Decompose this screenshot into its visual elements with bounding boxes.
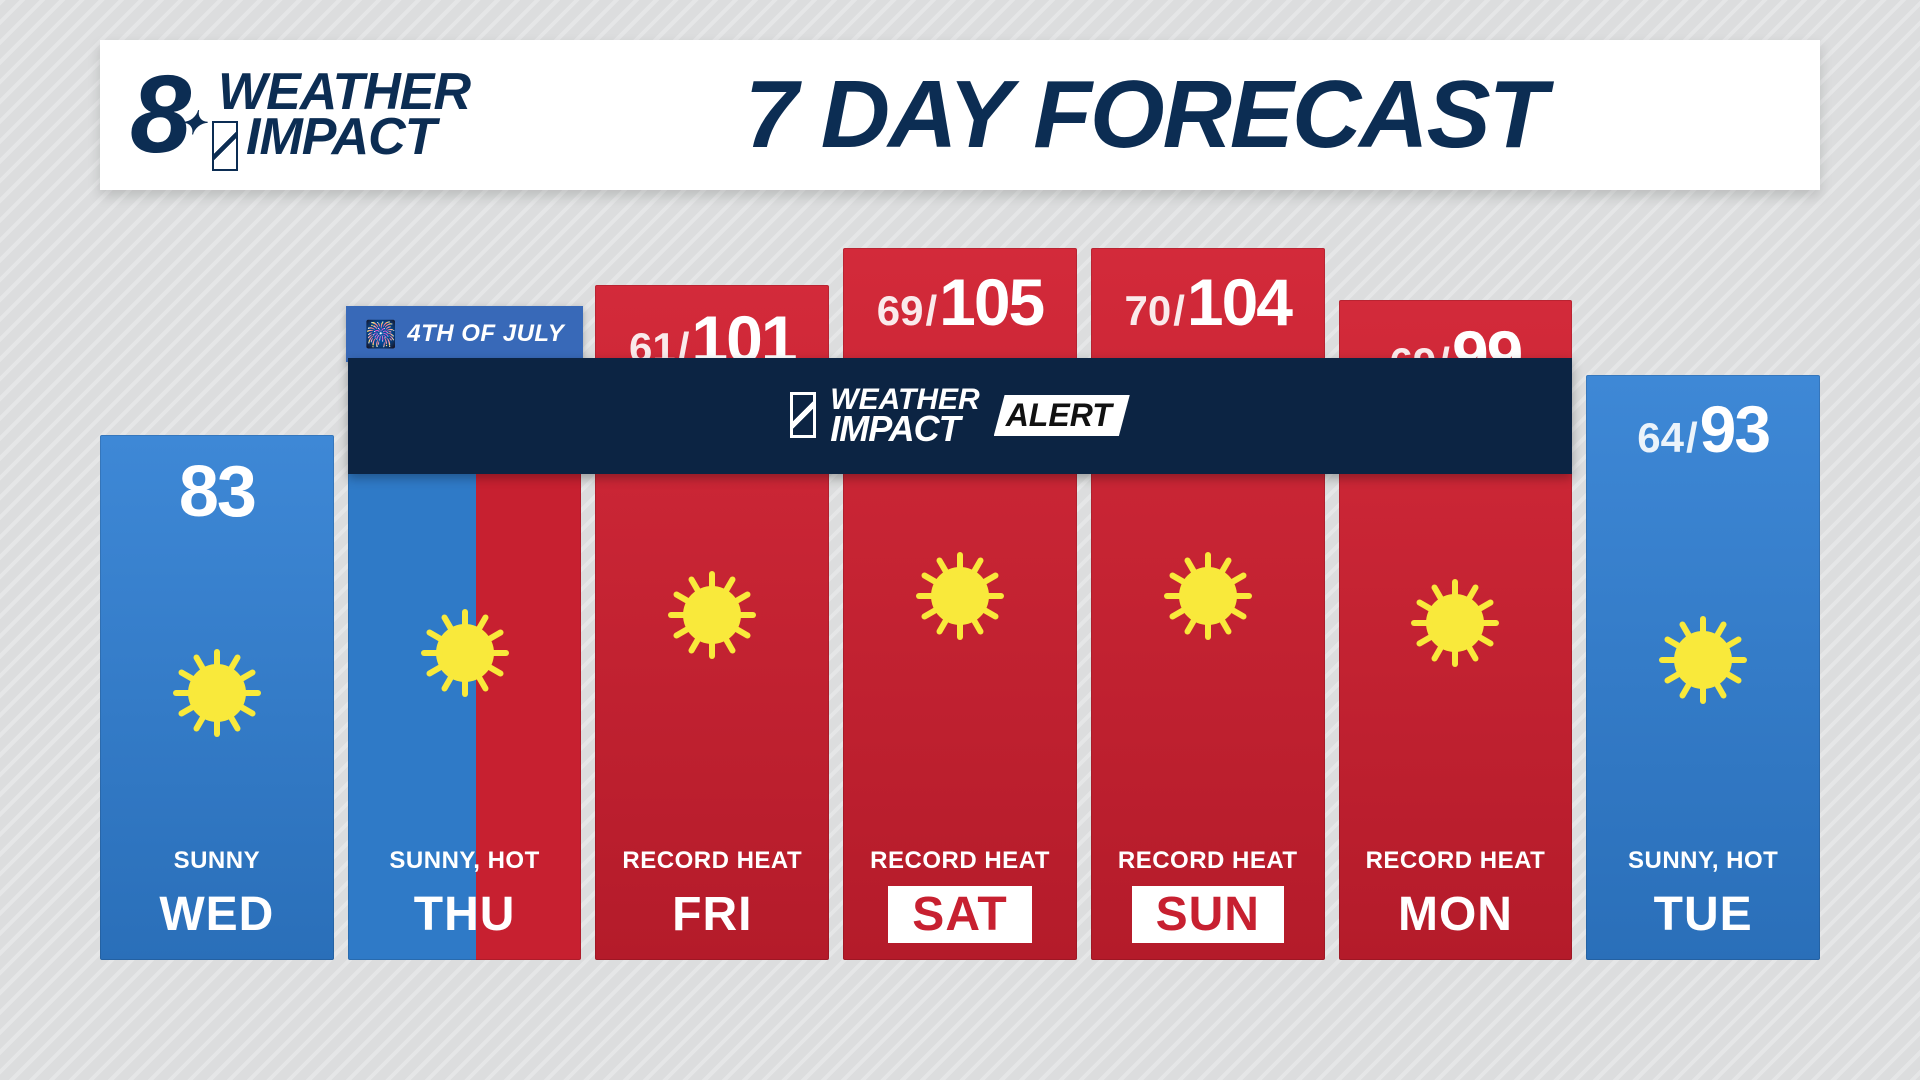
high-temp: 105	[939, 265, 1043, 339]
weather-impact-wordmark: WEATHER IMPACT	[218, 70, 470, 159]
alert-wordmark: WEATHERIMPACTALERT	[790, 386, 1130, 445]
sun-icon	[1148, 536, 1268, 656]
sun-icon	[405, 593, 525, 713]
condition-caption: RECORD HEAT	[1339, 847, 1573, 881]
low-temp: 69	[877, 287, 924, 334]
temps: 83	[100, 435, 334, 539]
forecast-bar-sat: 69/105 RECORD HEATSAT	[843, 248, 1077, 961]
day-label: MON	[1339, 881, 1573, 960]
day-label: TUE	[1586, 881, 1820, 960]
alert-brand-bottom: IMPACT	[830, 413, 979, 445]
temps: 70/104	[1091, 248, 1325, 346]
forecast-bar-sun: 70/104 RECORD HEATSUN	[1091, 248, 1325, 961]
header-bar: 8✦ WEATHER IMPACT 7 DAY FORECAST	[100, 40, 1820, 190]
day-label: SUN	[1091, 881, 1325, 960]
condition-caption: SUNNY, HOT	[348, 847, 582, 881]
icon-slot	[100, 539, 334, 847]
high-temp: 93	[1700, 392, 1769, 466]
condition-caption: SUNNY	[100, 847, 334, 881]
icon-slot	[348, 458, 582, 847]
brand-bottom: IMPACT	[218, 115, 470, 160]
sun-icon	[652, 555, 772, 675]
forecast-bar-wed: 83 SUNNYWED	[100, 435, 334, 960]
day-label: SAT	[843, 881, 1077, 960]
temps: 69/105	[843, 248, 1077, 346]
holiday-label: 4TH OF JULY	[407, 320, 564, 348]
condition-caption: RECORD HEAT	[1091, 847, 1325, 881]
condition-caption: SUNNY, HOT	[1586, 847, 1820, 881]
high-temp: 104	[1187, 265, 1291, 339]
alert-tag: ALERT	[994, 395, 1130, 436]
bar-row: 83SUNNYWED58/94SUNNY, HOTTHU🎆4TH OF JULY…	[100, 210, 1820, 960]
day-label: FRI	[595, 881, 829, 960]
sun-icon	[1395, 563, 1515, 683]
weather-impact-alert-band: WEATHERIMPACTALERT	[348, 358, 1573, 474]
fireworks-icon: 🎆	[365, 319, 397, 350]
day-label: THU	[348, 881, 582, 960]
day-label: WED	[100, 881, 334, 960]
graphic-title: 7 DAY FORECAST	[470, 60, 1820, 170]
condition-caption: RECORD HEAT	[595, 847, 829, 881]
condition-caption: RECORD HEAT	[843, 847, 1077, 881]
station-logo: 8✦ WEATHER IMPACT	[100, 60, 470, 170]
sun-icon	[900, 536, 1020, 656]
forecast-bar-tue: 64/93 SUNNY, HOTTUE	[1586, 375, 1820, 960]
icon-slot	[1586, 473, 1820, 847]
channel-number: 8✦	[130, 60, 200, 170]
low-temp: 64	[1637, 414, 1684, 461]
high-temp: 83	[179, 452, 255, 532]
sun-icon	[1643, 600, 1763, 720]
forecast-graphic: 8✦ WEATHER IMPACT 7 DAY FORECAST 83 SUNNY…	[0, 0, 1920, 1080]
temps: 64/93	[1586, 375, 1820, 473]
low-temp: 70	[1124, 287, 1171, 334]
forecast-chart: 83SUNNYWED58/94SUNNY, HOTTHU🎆4TH OF JULY…	[100, 210, 1820, 960]
impact-mark-icon	[790, 392, 816, 438]
sun-icon	[157, 633, 277, 753]
holiday-badge: 🎆 4TH OF JULY	[346, 306, 584, 362]
peacock-icon: ✦	[179, 105, 200, 141]
